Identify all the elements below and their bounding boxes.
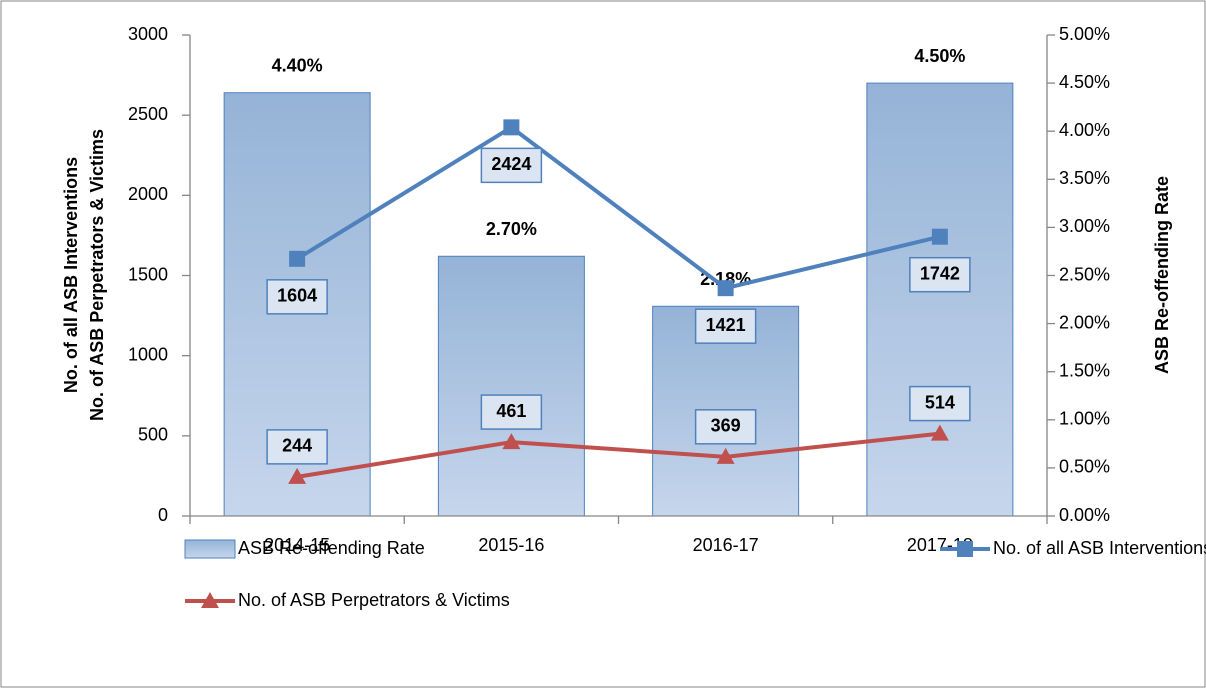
y2-tick-label: 2.50% [1059, 264, 1110, 284]
label-box [694, 308, 757, 344]
x-tick-label: 2015-16 [478, 535, 544, 555]
x-tick-label: 2016-17 [693, 535, 759, 555]
y2-axis-title: ASB Re-offending Rate [1152, 176, 1172, 374]
y-axis-title: No. of ASB Perpetrators & Victims [87, 129, 107, 421]
y2-tick-label: 5.00% [1059, 24, 1110, 44]
y2-tick-label: 0.00% [1059, 505, 1110, 525]
data-label: 461 [496, 401, 526, 421]
y-tick-label: 2500 [128, 104, 168, 124]
y-axis-title: No. of all ASB Interventions [61, 157, 81, 393]
legend-label: No. of ASB Perpetrators & Victims [238, 590, 510, 610]
line [296, 124, 941, 291]
bar-label: 2.70% [486, 219, 537, 239]
bar [437, 255, 585, 517]
data-label: 514 [925, 392, 955, 412]
marker [931, 228, 948, 245]
bar-label: 4.50% [914, 46, 965, 66]
x-tick-label: 2014-15 [264, 535, 330, 555]
y-tick-label: 1500 [128, 264, 168, 284]
marker [957, 541, 973, 557]
y2-tick-label: 2.00% [1059, 312, 1110, 332]
data-label: 369 [711, 416, 741, 436]
marker [201, 592, 219, 608]
y-tick-label: 500 [138, 425, 168, 445]
label-box [480, 147, 543, 184]
y-tick-label: 2000 [128, 184, 168, 204]
y2-tick-label: 4.00% [1059, 120, 1110, 140]
data-label: 244 [282, 436, 312, 456]
data-label: 1742 [920, 263, 960, 283]
bar [866, 82, 1014, 517]
label-box [909, 256, 971, 293]
legend-label: No. of all ASB Interventions [993, 538, 1206, 558]
data-label: 1604 [277, 286, 317, 306]
y2-tick-label: 1.50% [1059, 360, 1110, 380]
marker [289, 250, 306, 267]
marker [502, 433, 521, 450]
legend-label: ASB Re-offending Rate [238, 538, 425, 558]
legend-swatch [184, 539, 236, 559]
marker [288, 467, 307, 484]
data-label: 2424 [491, 154, 531, 174]
line [296, 431, 941, 479]
marker [717, 280, 734, 297]
y2-tick-label: 4.50% [1059, 72, 1110, 92]
y2-tick-label: 1.00% [1059, 409, 1110, 429]
marker [716, 447, 735, 464]
label-box [694, 409, 757, 445]
marker [503, 119, 520, 136]
y-tick-label: 0 [158, 505, 168, 525]
y2-tick-label: 3.50% [1059, 168, 1110, 188]
y2-tick-label: 3.00% [1059, 216, 1110, 236]
y-tick-label: 3000 [128, 24, 168, 44]
label-box [266, 279, 328, 315]
label-box [480, 394, 543, 430]
bar-label: 4.40% [272, 55, 323, 75]
y2-tick-label: 0.50% [1059, 457, 1110, 477]
marker [930, 424, 949, 441]
label-box [909, 385, 971, 422]
data-label: 1421 [706, 315, 746, 335]
y-tick-label: 1000 [128, 344, 168, 364]
label-box [266, 429, 328, 465]
